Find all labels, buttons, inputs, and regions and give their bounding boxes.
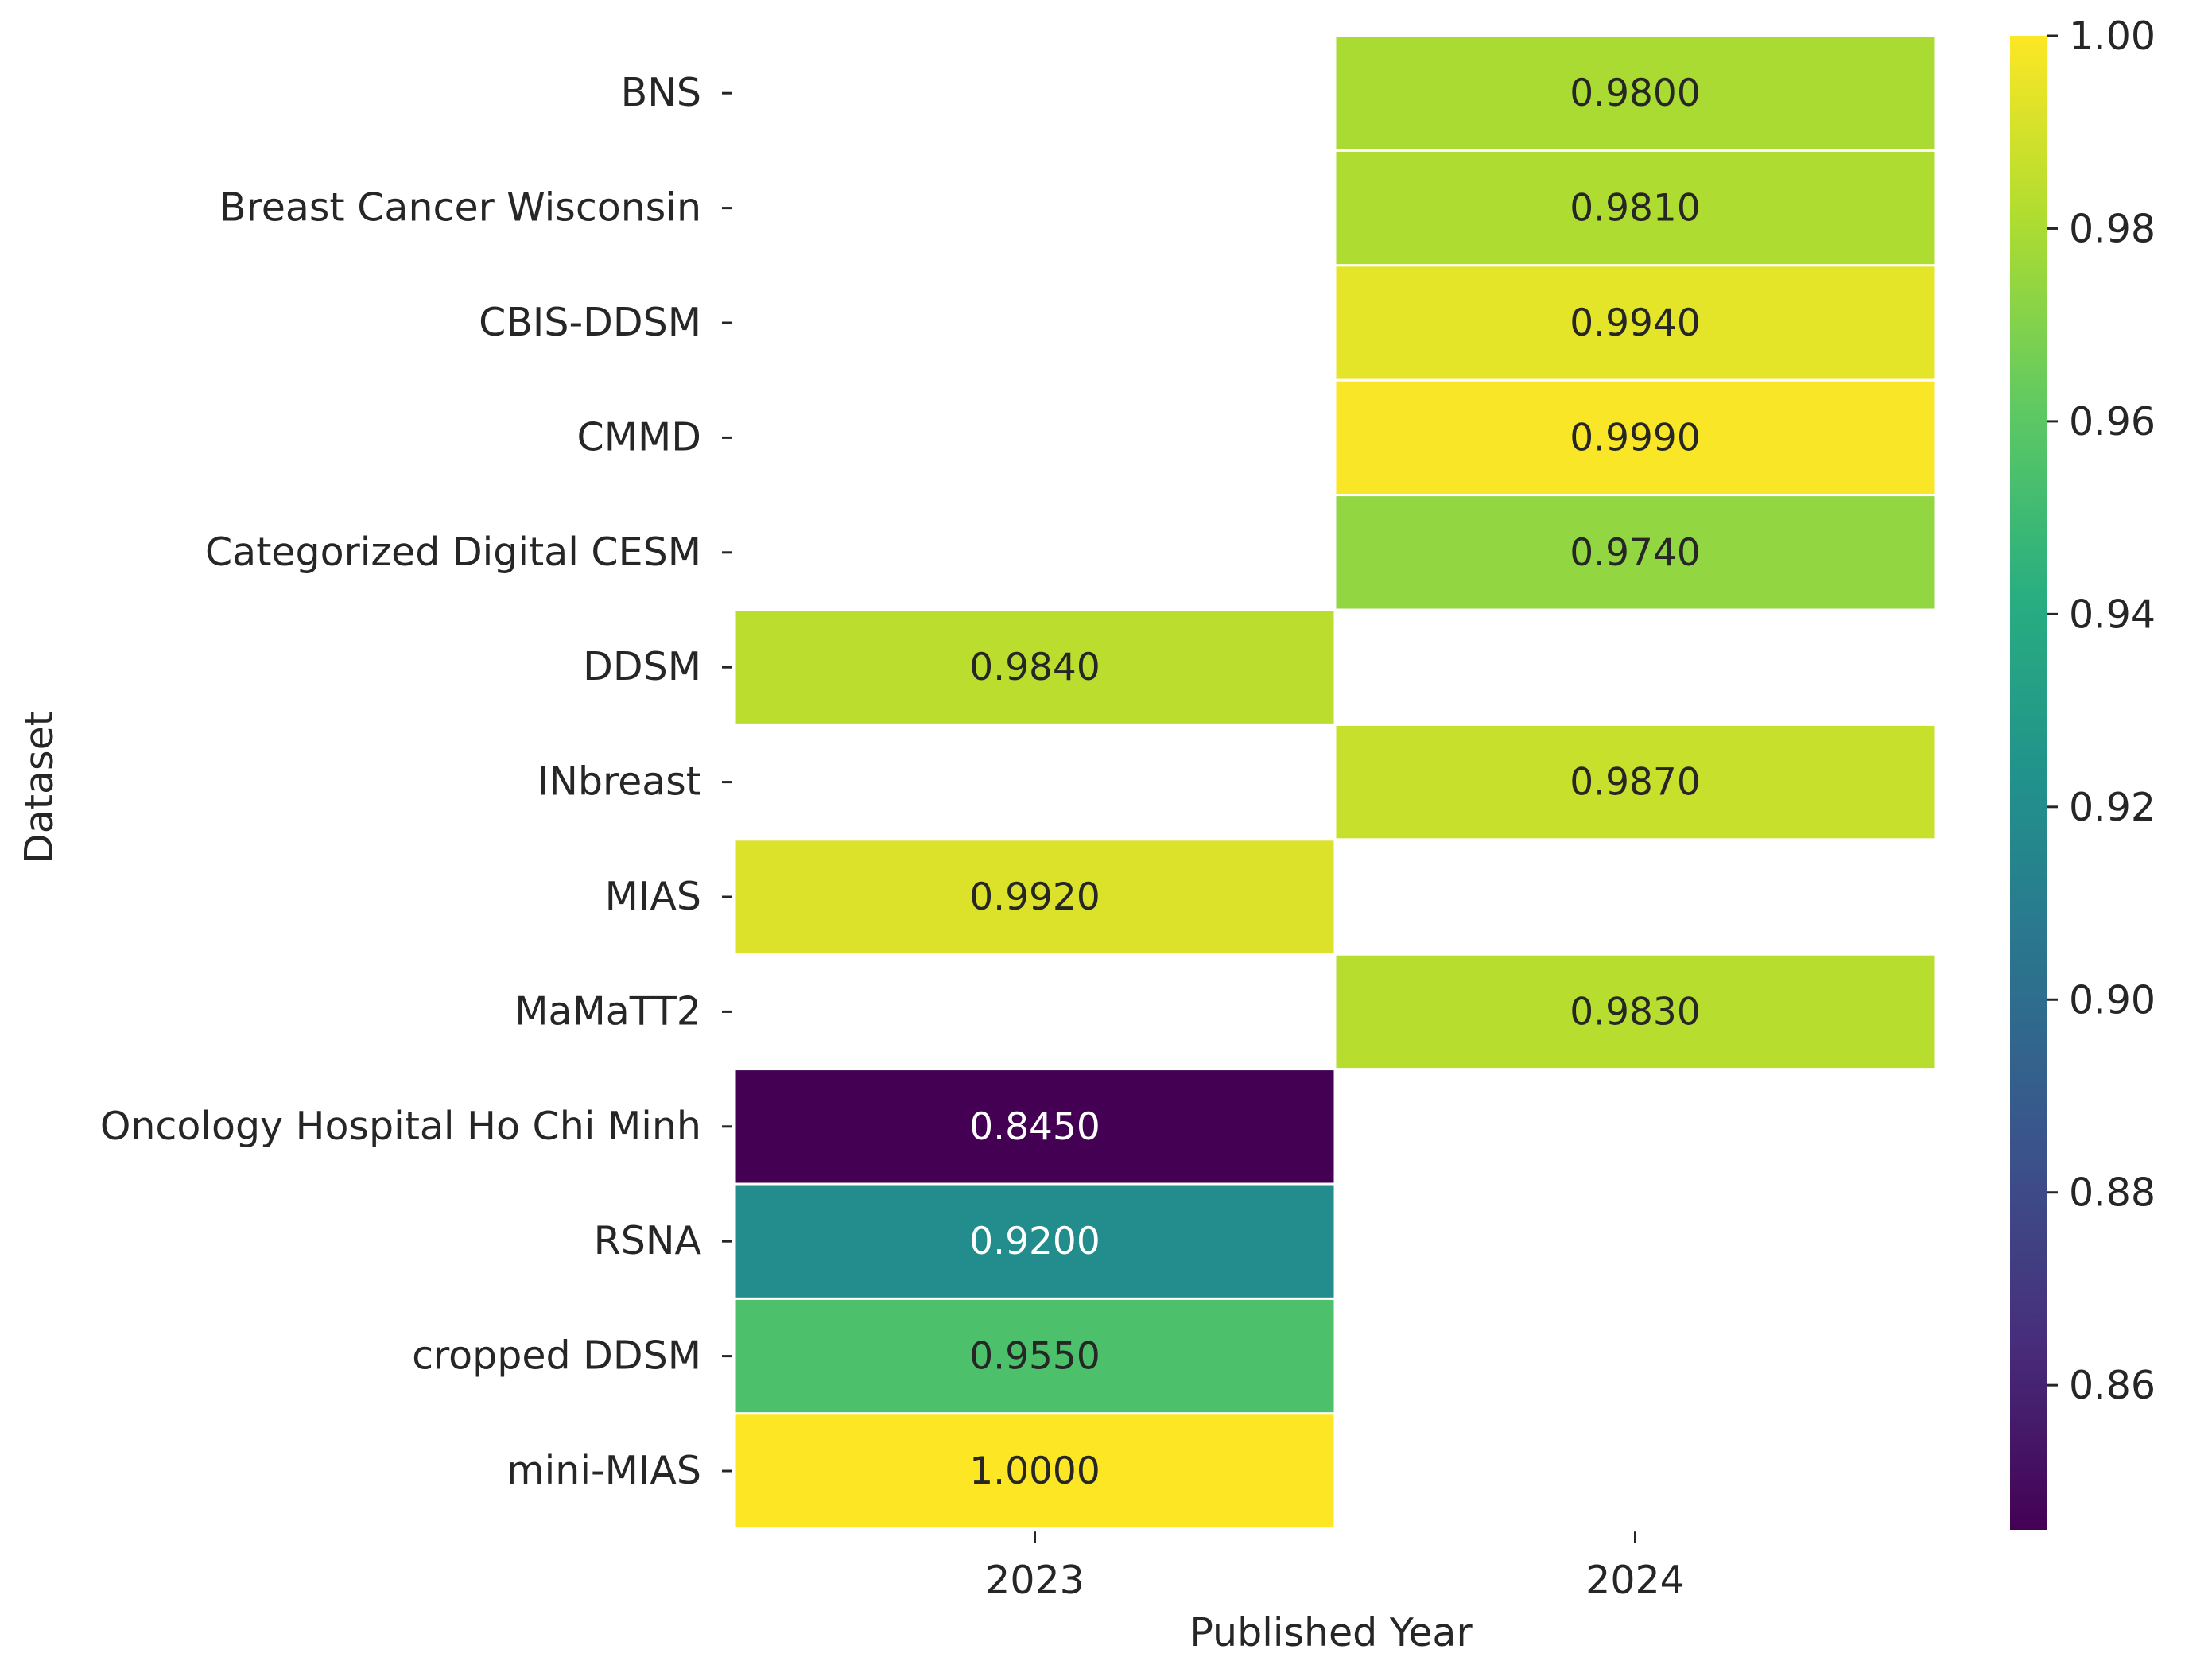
plot-area: 0.9800 0.9810 0.9940 0.9990 0.9740 0.9840 0.98… [733,34,1937,1530]
heatmap-cell [733,838,1337,956]
cell-value-label: 0.9990 [1570,416,1700,460]
colorbar-tick-label: 0.88 [2069,1170,2156,1216]
y-axis-title: Dataset [17,711,62,863]
y-axis: BNS Breast Cancer Wisconsin CBIS-DDSM CMMD C… [100,70,732,1493]
y-tick-label: Oncology Hospital Ho Chi Minh [100,1104,701,1149]
cell-value-label: 0.9800 [1570,72,1700,115]
x-tick-label: 2024 [1585,1558,1685,1603]
x-tick-label: 2023 [985,1558,1085,1603]
cell-value-label: 0.9940 [1570,301,1700,345]
cell-value-label: 0.9870 [1570,761,1700,805]
cell-value-label: 0.9810 [1570,187,1700,231]
colorbar-tick-label: 0.86 [2069,1363,2156,1408]
x-axis-title: Published Year [1189,1610,1473,1655]
cell-value-label: 0.9550 [969,1335,1100,1379]
y-tick-label: DDSM [583,644,701,689]
y-tick-label: CMMD [577,414,702,460]
y-tick-label: Breast Cancer Wisconsin [219,185,701,231]
colorbar-tick-label: 0.96 [2069,399,2156,444]
y-tick-label: INbreast [537,759,701,805]
cell-value-label: 0.8450 [969,1105,1100,1149]
y-tick-label: MIAS [605,874,701,919]
colorbar-tick-label: 0.92 [2069,785,2156,830]
cell-value-label: 1.0000 [969,1449,1100,1493]
y-tick-label: RSNA [594,1218,702,1263]
heatmap-cell [1333,264,1937,382]
colorbar-gradient [2010,36,2047,1530]
heatmap-cell [733,1412,1337,1530]
heatmap-cell [733,1182,1337,1300]
heatmap-cell [733,1297,1337,1415]
x-axis: 2023 2024 [985,1531,1685,1603]
colorbar-tick-label: 1.00 [2069,14,2156,59]
y-tick-label: BNS [621,70,701,115]
cell-value-label: 0.9200 [969,1220,1100,1263]
cell-value-label: 0.9740 [1570,531,1700,575]
colorbar-tick-label: 0.90 [2069,977,2156,1023]
y-tick-label: Categorized Digital CESM [205,530,701,575]
heatmap-cell [1333,494,1937,611]
heatmap-cell [1333,953,1937,1071]
heatmap-cell [1333,723,1937,841]
cell-value-label: 0.9920 [969,875,1100,919]
y-tick-label: mini-MIAS [506,1448,701,1493]
colorbar-tick-label: 0.98 [2069,206,2156,251]
heatmap-cell [733,1068,1337,1186]
cell-value-label: 0.9840 [969,646,1100,689]
colorbar-tick-label: 0.94 [2069,592,2156,637]
heatmap-cell [733,608,1337,726]
colorbar: 0.86 0.88 0.90 0.92 0.94 0.96 0.98 1.00 [2010,14,2156,1530]
cell-value-label: 0.9830 [1570,990,1700,1034]
y-tick-label: MaMaTT2 [514,988,701,1034]
y-tick-label: CBIS-DDSM [479,300,701,345]
heatmap-cell [1333,34,1937,152]
heatmap-cell [1333,378,1937,497]
heatmap-cell [1333,149,1937,267]
y-tick-label: cropped DDSM [412,1333,701,1379]
